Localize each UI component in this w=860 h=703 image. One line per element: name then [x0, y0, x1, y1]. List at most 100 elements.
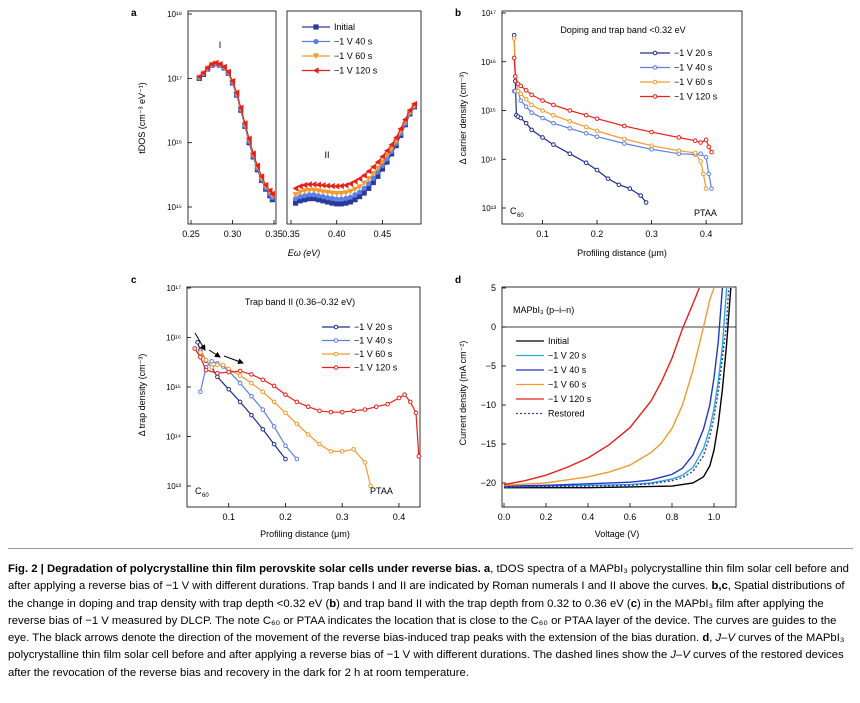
y-tick-label: −5: [486, 361, 496, 371]
data-point: [362, 460, 368, 465]
data-point: [237, 104, 244, 111]
data-point: [351, 447, 356, 452]
x-tick-label: 0.2: [279, 512, 292, 522]
band-label-I: I: [219, 40, 222, 50]
data-point: [306, 192, 312, 198]
data-point: [292, 196, 299, 202]
data-point: [362, 407, 368, 412]
data-point: [297, 183, 303, 190]
data-point: [622, 123, 627, 129]
data-point: [402, 392, 407, 397]
data-point: [370, 179, 376, 186]
data-point: [305, 404, 311, 409]
data-point: [703, 186, 709, 191]
data-point: [643, 200, 649, 205]
data-point: [583, 112, 589, 118]
caption-jv-2: J–V: [670, 649, 690, 662]
panel-a: a 0.25 0.30 0.35 0.35 0.40 0.45 10¹⁵ 10¹⁶ 10¹⁷ 10¹…: [131, 8, 422, 258]
data-point: [374, 165, 381, 172]
panel-c: c 0.1 0.2 0.3 0.4 10¹³ 10¹⁴ 10¹⁵ 10¹⁶ 10¹⁷ Trap ba…: [131, 275, 422, 539]
data-point: [356, 194, 363, 200]
data-point: [338, 201, 344, 207]
x-tick-label: 0.3: [336, 512, 349, 522]
data-point: [237, 399, 243, 405]
legend-marker: [312, 53, 320, 60]
data-point: [320, 194, 326, 200]
data-point: [388, 141, 395, 148]
data-point: [319, 189, 327, 195]
data-point: [374, 158, 381, 166]
data-point: [551, 112, 556, 118]
legend-marker: [333, 324, 339, 330]
data-point: [583, 131, 589, 136]
caption-ref-c: c: [630, 597, 637, 610]
left-label: C: [195, 486, 202, 496]
data-point: [250, 150, 256, 157]
band-label-II: II: [324, 150, 329, 160]
y-axis-label: Δ trap density (cm⁻³): [137, 354, 147, 437]
legend-label: −1 V 120 s: [548, 394, 592, 404]
caption-label-d: d: [702, 632, 710, 645]
data-point: [594, 134, 600, 140]
data-point: [292, 192, 299, 198]
data-point: [329, 182, 335, 190]
data-point: [343, 195, 349, 202]
data-point: [343, 200, 349, 206]
series-line: [503, 287, 730, 488]
data-point: [283, 410, 288, 416]
y-tick-label: −10: [481, 400, 496, 410]
data-point: [320, 198, 326, 204]
data-point: [347, 180, 354, 187]
data-point: [294, 399, 300, 405]
data-point: [375, 169, 381, 175]
data-point: [226, 369, 232, 375]
y-tick-label: 10¹⁵: [481, 107, 496, 116]
data-point: [540, 98, 545, 103]
legend-label: −1 V 60 s: [674, 77, 713, 87]
data-point: [706, 171, 712, 177]
data-point: [260, 389, 266, 395]
caption-label-a: a: [483, 563, 491, 575]
data-point: [329, 200, 335, 206]
data-point: [361, 172, 367, 179]
annotation: MAPbI₃ (p–i–n): [513, 305, 574, 315]
data-point: [375, 173, 381, 179]
data-point: [540, 115, 545, 121]
data-point: [649, 143, 654, 148]
x-tick-label: 1.0: [708, 512, 721, 522]
chart-title: Doping and trap band <0.32 eV: [560, 25, 685, 35]
panel-b: b 0.1 0.2 0.3 0.4 10¹³ 10¹⁴ 10¹⁵ 10¹⁶ 10¹⁷ Doping …: [455, 8, 743, 258]
legend-label: −1 V 60 s: [354, 349, 393, 359]
data-point: [529, 92, 534, 98]
data-point: [649, 129, 654, 135]
data-point: [393, 134, 399, 141]
data-point: [310, 187, 317, 194]
data-point: [698, 140, 703, 145]
data-point: [605, 176, 611, 181]
left-label-subscript: 60: [202, 493, 209, 499]
data-point: [379, 153, 386, 160]
legend-label: −1 V 60 s: [548, 380, 587, 390]
data-point: [317, 441, 322, 447]
series-line: [514, 90, 713, 189]
legend-marker: [652, 79, 658, 85]
data-point: [523, 96, 529, 102]
series-line: [503, 287, 724, 487]
x-axis-label: Profiling distance (μm): [577, 248, 667, 258]
data-point: [311, 192, 317, 198]
legend-marker: [333, 338, 339, 343]
data-point: [283, 443, 288, 449]
legend-label: Restored: [548, 409, 585, 419]
y-tick-label: 10¹⁴: [481, 155, 497, 164]
series-line: [503, 287, 715, 486]
caption-lead: Fig. 2 | Degradation of polycrystalline …: [8, 563, 481, 575]
data-point: [551, 102, 556, 108]
x-axis-label: Profiling distance (μm): [260, 529, 350, 539]
legend-label: −1 V 60 s: [334, 51, 373, 61]
y-tick-label: 10¹⁶: [167, 139, 182, 148]
legend-label: −1 V 40 s: [354, 336, 393, 346]
data-point: [212, 59, 219, 66]
legend-marker: [333, 351, 339, 357]
data-point: [324, 189, 331, 196]
data-point: [511, 36, 517, 41]
